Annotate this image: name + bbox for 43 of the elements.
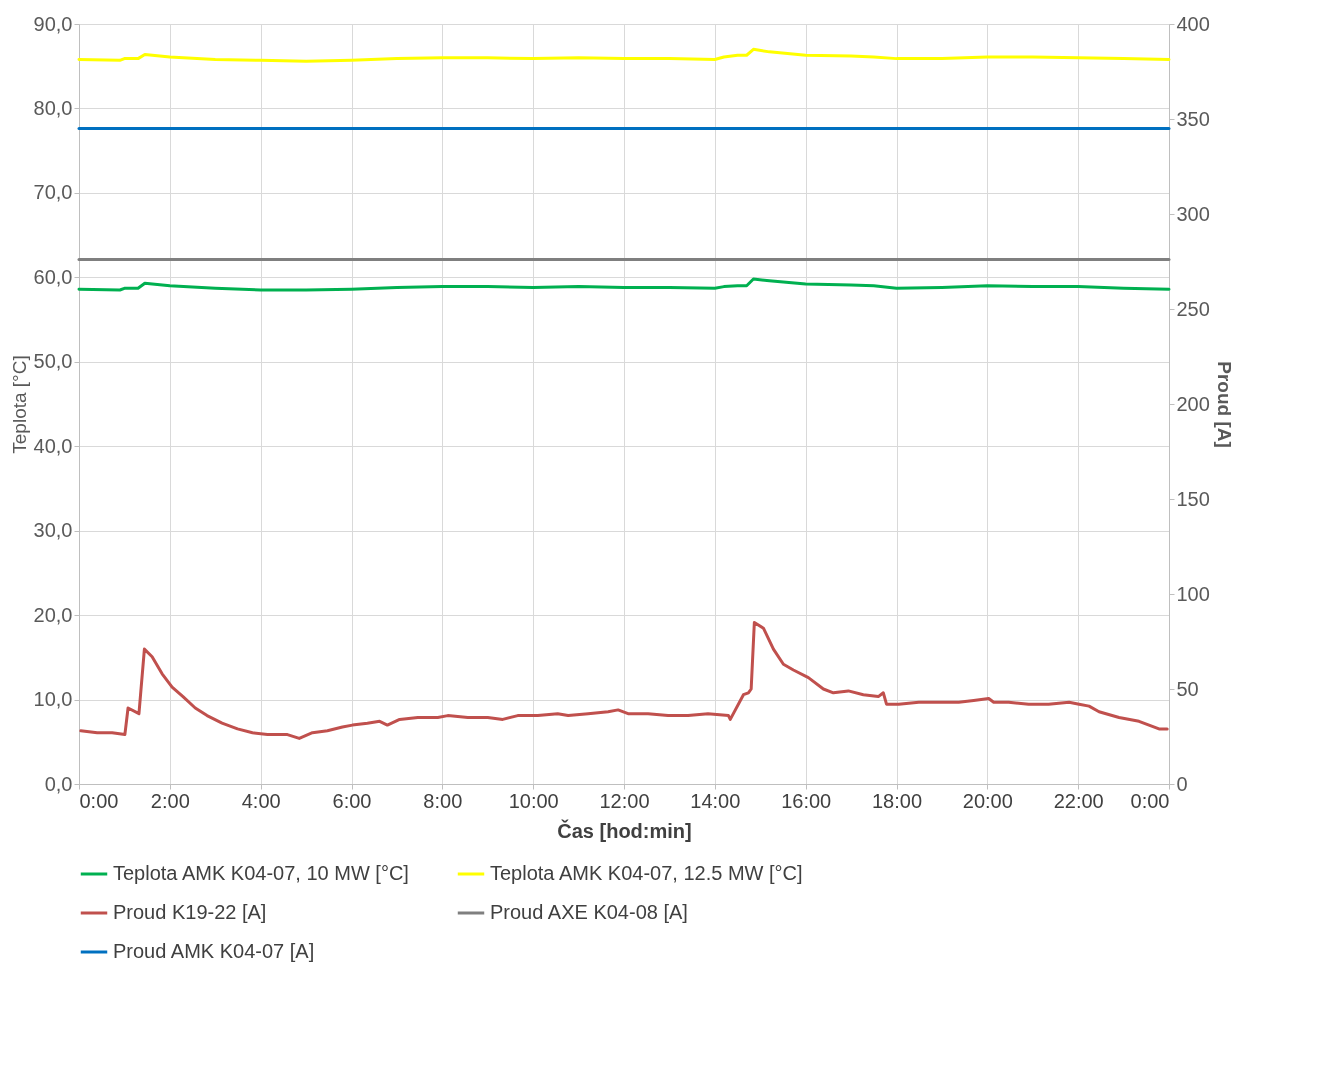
y2-tick-label: 350 — [1176, 107, 1210, 130]
line-series — [77, 47, 1171, 63]
x-tick-label: 2:00 — [150, 789, 190, 812]
y-tick-label: 60,0 — [33, 265, 73, 288]
x-tick-label: 18:00 — [871, 789, 923, 812]
y-tick-label: 50,0 — [33, 350, 73, 373]
y-tick-label: 80,0 — [33, 96, 73, 119]
x-tick-label: 0:00 — [1130, 789, 1170, 812]
x-axis-title: Čas [hod:min] — [557, 818, 692, 842]
x-tick-label: 12:00 — [599, 789, 650, 812]
y2-tick-label: 300 — [1176, 202, 1210, 225]
y2-tick-label: 400 — [1176, 12, 1210, 35]
y-tick-label: 10,0 — [33, 688, 73, 711]
y-tick-label: 0,0 — [44, 772, 73, 795]
y-tick-label: 30,0 — [33, 519, 73, 542]
legend-label: Proud AXE K04-08 [A] — [490, 901, 688, 923]
y-axis-title: Teplota [°C] — [8, 355, 30, 454]
y-tick-label: 70,0 — [33, 181, 73, 204]
x-tick-label: 14:00 — [690, 789, 741, 812]
y2-axis-title: Proud [A] — [1213, 361, 1235, 448]
x-tick-label: 16:00 — [781, 789, 832, 812]
y2-tick-label: 50 — [1176, 677, 1199, 700]
x-tick-label: 20:00 — [962, 789, 1013, 812]
y-tick-label: 90,0 — [33, 12, 73, 35]
legend-label: Teplota AMK K04-07, 12.5 MW [°C] — [490, 862, 803, 884]
y2-tick-label: 200 — [1176, 392, 1210, 415]
y-tick-label: 40,0 — [33, 434, 73, 457]
legend-label: Proud K19-22 [A] — [113, 901, 267, 923]
legend-label: Teplota AMK K04-07, 10 MW [°C] — [113, 862, 409, 884]
y-tick-label: 20,0 — [33, 603, 73, 626]
y2-tick-label: 250 — [1176, 297, 1210, 320]
x-tick-label: 10:00 — [508, 789, 559, 812]
legend-label: Proud AMK K04-07 [A] — [113, 940, 315, 962]
x-tick-label: 6:00 — [332, 789, 372, 812]
x-tick-label: 4:00 — [241, 789, 281, 812]
line-series — [77, 277, 1171, 292]
line-series — [79, 621, 1169, 740]
x-tick-label: 8:00 — [423, 789, 463, 812]
y2-tick-label: 0 — [1176, 772, 1188, 795]
x-tick-label: 0:00 — [79, 789, 119, 812]
y2-tick-label: 100 — [1176, 582, 1210, 605]
x-tick-label: 22:00 — [1053, 789, 1104, 812]
y2-tick-label: 150 — [1176, 487, 1210, 510]
